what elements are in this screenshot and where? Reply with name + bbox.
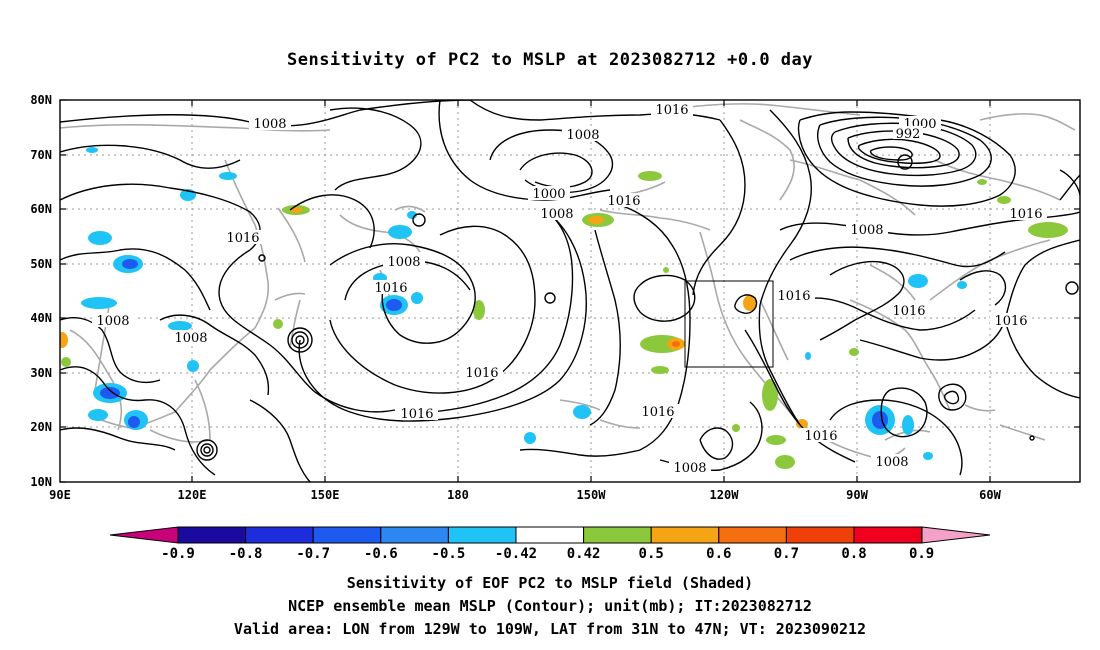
- lon-label: 90W: [846, 488, 868, 502]
- latitude-labels: 80N 70N 60N 50N 40N 30N 20N 10N: [30, 93, 52, 489]
- lon-label: 180: [447, 488, 469, 502]
- contour-label: 1008: [387, 255, 420, 270]
- contour-label: 1008: [174, 331, 207, 346]
- colorbar: -0.9 -0.8 -0.7 -0.6 -0.5 -0.42 0.42 0.5 0.6 0.7 0.…: [109, 526, 991, 562]
- contour-labels: 1008 1016 1008 1008 1016 1008 1008 1016 …: [92, 102, 1047, 476]
- colorbar-tick-label: -0.8: [229, 546, 263, 562]
- colorbar-bin: [312, 526, 382, 544]
- contour-label: 1008: [566, 128, 599, 143]
- colorbar-bin: [583, 526, 652, 544]
- contour-label: 1016: [655, 103, 688, 118]
- contour-label: 1016: [226, 231, 259, 246]
- lat-label: 80N: [30, 93, 52, 107]
- contour-label: 1016: [400, 407, 433, 422]
- colorbar-bin: [650, 526, 720, 544]
- colorbar-bin: [718, 526, 787, 544]
- contour-label: 1008: [253, 117, 286, 132]
- colorbar-tick-label: -0.6: [364, 546, 398, 562]
- contour-label: 1016: [994, 314, 1027, 329]
- contour-label: 1008: [540, 207, 573, 222]
- colorbar-tick-label: 0.9: [909, 546, 934, 562]
- colorbar-tick-label: 0.6: [706, 546, 731, 562]
- colorbar-tick-label: 0.7: [774, 546, 799, 562]
- colorbar-low-triangle: [109, 526, 179, 544]
- colorbar-bin: [447, 526, 517, 544]
- longitude-labels: 90E 120E 150E 180 150W 120W 90W 60W: [49, 488, 1001, 502]
- valid-area-box: [684, 280, 774, 368]
- lon-label: 120E: [178, 488, 207, 502]
- colorbar-high-triangle: [921, 526, 991, 544]
- colorbar-bin: [380, 526, 449, 544]
- lat-label: 50N: [30, 257, 52, 271]
- lon-label: 90E: [49, 488, 71, 502]
- lat-label: 10N: [30, 475, 52, 489]
- contour-label: 1016: [607, 194, 640, 209]
- contour-label: 1016: [465, 366, 498, 381]
- lat-label: 60N: [30, 202, 52, 216]
- colorbar-bin: [853, 526, 923, 544]
- map-frame: [59, 99, 1081, 483]
- coastlines: [60, 103, 1076, 459]
- colorbar-bin: [177, 526, 247, 544]
- contour-label: 1016: [374, 281, 407, 296]
- lat-label: 30N: [30, 366, 52, 380]
- caption-line-2: NCEP ensemble mean MSLP (Contour); unit(…: [288, 597, 812, 615]
- colorbar-tick-label: 0.8: [841, 546, 866, 562]
- colorbar-tick-label: 0.5: [639, 546, 664, 562]
- colorbar-tick-label: -0.5: [432, 546, 466, 562]
- lat-label: 20N: [30, 420, 52, 434]
- contour-label: 1000: [532, 187, 565, 202]
- contour-label: 1008: [673, 461, 706, 476]
- lon-label: 120W: [710, 488, 740, 502]
- lon-label: 150W: [577, 488, 607, 502]
- colorbar-bin: [785, 526, 855, 544]
- contour-label: 1008: [850, 223, 883, 238]
- contour-label: 1016: [777, 289, 810, 304]
- axis-ticks: [60, 99, 1080, 483]
- contour-label: 1008: [875, 455, 908, 470]
- colorbar-tick-label: 0.42: [567, 546, 601, 562]
- colorbar-bin: [515, 526, 585, 544]
- contour-label: 1016: [641, 405, 674, 420]
- colorbar-tick-label: -0.42: [495, 546, 537, 562]
- lat-label: 40N: [30, 311, 52, 325]
- lat-label: 70N: [30, 148, 52, 162]
- caption-line-1: Sensitivity of EOF PC2 to MSLP field (Sh…: [346, 574, 754, 592]
- contour-label: 1008: [96, 314, 129, 329]
- colorbar-bin: [245, 526, 314, 544]
- graticule: [60, 100, 1080, 482]
- contour-label: 992: [896, 127, 921, 142]
- lon-label: 60W: [979, 488, 1001, 502]
- map-title: Sensitivity of PC2 to MSLP at 2023082712…: [286, 50, 813, 70]
- shaded-sensitivity: [60, 147, 1068, 469]
- mslp-contours: [60, 100, 1080, 482]
- contour-label: 1016: [1009, 207, 1042, 222]
- caption-line-3: Valid area: LON from 129W to 109W, LAT f…: [233, 620, 867, 638]
- contour-label: 1016: [892, 304, 925, 319]
- colorbar-tick-label: -0.9: [161, 546, 195, 562]
- contour-label: 1016: [804, 429, 837, 444]
- lon-label: 150E: [311, 488, 340, 502]
- colorbar-tick-label: -0.7: [296, 546, 330, 562]
